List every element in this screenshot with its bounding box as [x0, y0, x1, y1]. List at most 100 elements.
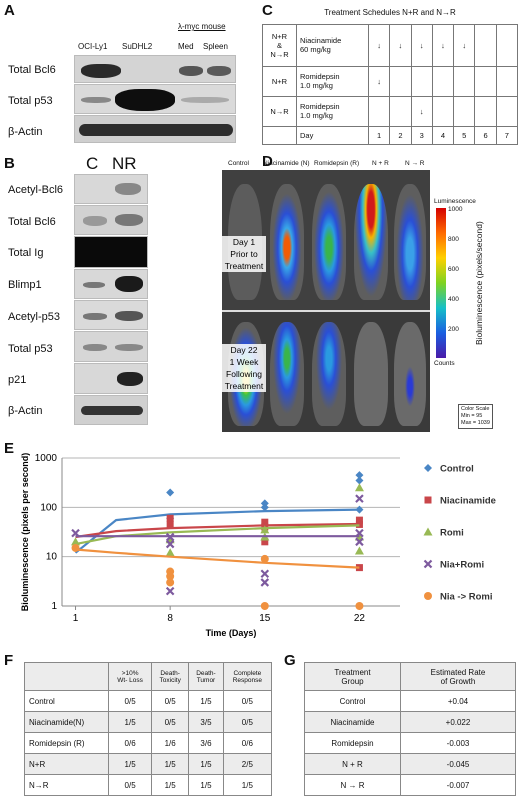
mouse-image	[354, 322, 388, 426]
data-point-control	[355, 471, 364, 480]
blot-b-blimp1	[74, 269, 148, 299]
blot-b-p21	[74, 363, 148, 394]
panel-f-label: F	[4, 652, 14, 669]
bioluminescence-chart: 1 10 100 1000 1 8 15 22 Time (Days) Bioluminescen…	[20, 453, 496, 638]
y-tick-label: 10	[46, 552, 58, 563]
legend-marker-romi	[423, 527, 433, 536]
data-point-nia-romi	[165, 539, 175, 549]
data-point-romi	[260, 525, 270, 534]
legend-marker-nia-romi	[424, 592, 432, 600]
luminescence-colorbar	[436, 208, 446, 358]
data-point-nia-romi	[165, 532, 175, 542]
panel-e-label: E	[4, 440, 15, 457]
lane-label-med: Med	[178, 42, 194, 51]
data-point-control	[355, 505, 364, 514]
data-point-nia-romi	[166, 567, 175, 576]
growth-row: Control +0.04	[304, 690, 516, 712]
colorbar-unit: Counts	[434, 360, 455, 367]
data-point-nia-romi	[260, 569, 270, 579]
data-point-romi	[354, 483, 364, 492]
data-point-niacinamide	[355, 516, 363, 524]
blot-b-total-ig	[74, 236, 148, 268]
mouse-image	[270, 322, 304, 426]
data-point-nia-romi	[355, 528, 364, 538]
mouse-image	[394, 184, 426, 300]
panel-a-label: A	[4, 2, 15, 19]
blot-a-bcl6	[74, 55, 236, 83]
row2-label-box: Day 22 1 Week Following Treatment	[222, 344, 266, 392]
outcome-header-row: >10% Wt- Loss Death- Toxicity Death- Tum…	[24, 662, 273, 691]
imaging-col-romidepsin: Romidepsin (R)	[314, 160, 360, 167]
growth-header-row: Treatment Group Estimated Rate of Growth	[304, 662, 516, 691]
lane-group-label: λ-myc mouse	[178, 22, 226, 31]
blot-a-p53	[74, 84, 236, 114]
imaging-col-nr: N + R	[372, 160, 389, 167]
colorbar-tick: 200	[448, 326, 459, 333]
blot-b-row-7: p21	[8, 374, 27, 386]
legend-marker-nia-romi	[423, 559, 433, 569]
blot-b-row-4: Blimp1	[8, 279, 42, 291]
colorbar-tick: 800	[448, 236, 459, 243]
trend-line-nia-romi	[75, 548, 360, 569]
data-point-romi	[165, 548, 175, 557]
outcome-row: N→R 0/5 1/5 1/5 1/5	[24, 774, 273, 796]
data-point-niacinamide	[261, 538, 269, 546]
outcome-table: >10% Wt- Loss Death- Toxicity Death- Tum…	[24, 662, 273, 796]
imaging-col-niacinamide: Niacinamide (N)	[263, 160, 310, 167]
color-scale-box: Color Scale Min = 95 Max = 1039	[458, 404, 493, 429]
data-point-nia-romi	[260, 602, 269, 610]
data-point-niacinamide	[355, 520, 363, 528]
growth-row: Romidepsin -0.003	[304, 732, 516, 754]
growth-row: Niacinamide +0.022	[304, 711, 516, 733]
blot-b-acetyl-bcl6	[74, 174, 148, 204]
data-point-control	[260, 503, 269, 512]
y-axis-label: Bioluminescence (pixels per second)	[20, 453, 30, 612]
data-point-niacinamide	[355, 564, 363, 572]
outcome-row: Niacinamide(N) 1/5 0/5 3/5 0/5	[24, 711, 273, 733]
outcome-row: Control 0/5 0/5 1/5 0/5	[24, 690, 273, 712]
y-tick-label: 1	[51, 601, 57, 612]
x-tick-label: 1	[73, 613, 79, 624]
y-tick-label: 100	[40, 502, 57, 513]
blot-a-actin	[74, 115, 236, 143]
panel-g-label: G	[284, 652, 296, 669]
panel-d-label: D	[262, 153, 273, 170]
colorbar-tick: 600	[448, 266, 459, 273]
blot-b-row-5: Acetyl-p53	[8, 311, 60, 323]
blot-b-row-6: Total p53	[8, 343, 53, 355]
data-point-nia-romi	[355, 602, 364, 610]
legend-label-romi: Romi	[440, 528, 464, 539]
data-point-romi	[354, 546, 364, 555]
blot-a-row-actin: β-Actin	[8, 126, 43, 138]
data-point-romi	[71, 537, 81, 546]
outcome-row: Romidepsin (R) 0/6 1/6 3/6 0/6	[24, 732, 273, 754]
blot-a-row-bcl6: Total Bcl6	[8, 64, 56, 76]
data-point-nia-romi	[71, 528, 80, 538]
data-point-control	[166, 488, 175, 497]
mouse-image	[312, 184, 346, 300]
legend-label-nia-romi: Nia -> Romi	[440, 592, 493, 603]
lane-label-nr: NR	[112, 154, 137, 173]
data-point-nia-romi	[71, 543, 80, 552]
treatment-schedule-table: Treatment Schedules N+R and N→R N+R & N→…	[262, 2, 519, 145]
legend-label-control: Control	[440, 464, 474, 475]
mouse-image	[270, 184, 304, 300]
y-tick-label: 1000	[35, 453, 58, 464]
data-point-nia-romi	[165, 586, 175, 596]
data-point-nia-romi	[260, 578, 270, 587]
mouse-image	[394, 322, 426, 426]
schedule-row: N→R Romidepsin 1.0 mg/kg ↓	[262, 95, 519, 127]
blot-b-total-p53	[74, 331, 148, 362]
lane-label-spleen: Spleen	[203, 42, 228, 51]
legend-marker-control	[424, 464, 432, 472]
legend-marker-niacinamide	[424, 496, 432, 504]
legend-label-niacinamide: Niacinamide	[440, 496, 496, 507]
trend-line-niacinamide	[75, 522, 360, 539]
imaging-col-control: Control	[228, 160, 249, 167]
x-axis-label: Time (Days)	[206, 628, 257, 638]
imaging-col-n-then-r: N → R	[405, 160, 425, 167]
colorbar-tick: 400	[448, 296, 459, 303]
blot-b-actin	[74, 395, 148, 425]
data-point-niacinamide	[261, 518, 269, 526]
